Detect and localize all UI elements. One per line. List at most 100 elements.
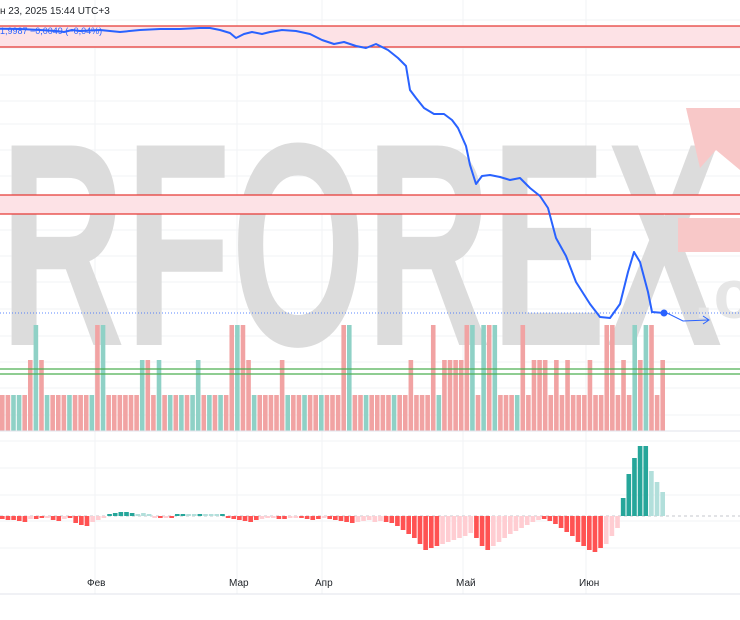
macd-bar bbox=[496, 516, 502, 542]
volume-bar bbox=[134, 395, 139, 431]
macd-bar bbox=[530, 516, 536, 522]
volume-bar bbox=[346, 325, 352, 431]
macd-bar bbox=[141, 513, 146, 516]
macd-bar bbox=[383, 516, 389, 522]
resistance-zone-fill bbox=[0, 26, 740, 47]
volume-bar bbox=[268, 395, 274, 431]
macd-bar bbox=[95, 516, 101, 520]
macd-bar bbox=[270, 516, 276, 518]
macd-bar bbox=[265, 516, 270, 518]
macd-bar bbox=[321, 516, 327, 518]
volume-bar bbox=[643, 325, 649, 431]
macd-bar bbox=[389, 516, 395, 523]
volume-bar bbox=[593, 395, 598, 431]
last-price-marker[interactable] bbox=[660, 309, 668, 317]
macd-bar bbox=[400, 516, 406, 530]
time-axis[interactable]: Фев Мар Апр Май Июн bbox=[87, 578, 599, 589]
volume-bar bbox=[296, 395, 302, 431]
macd-bar bbox=[457, 516, 462, 538]
macd-bar bbox=[378, 516, 383, 521]
macd-bar bbox=[445, 516, 451, 542]
macd-bar bbox=[16, 516, 22, 521]
tick-label-apr: Апр bbox=[315, 578, 333, 589]
price-line[interactable] bbox=[0, 27, 665, 319]
macd-bar bbox=[558, 516, 564, 528]
volume-bar bbox=[576, 395, 582, 431]
volume-bar bbox=[145, 360, 151, 431]
volume-bar bbox=[341, 325, 346, 431]
volume-bar bbox=[615, 395, 621, 431]
macd-bar bbox=[67, 516, 73, 518]
volume-bar bbox=[319, 395, 324, 431]
macd-bar bbox=[282, 516, 287, 519]
macd-bar bbox=[349, 516, 355, 523]
macd-bar bbox=[287, 516, 293, 518]
macd-bar bbox=[33, 516, 39, 519]
volume-bar bbox=[430, 325, 436, 431]
volume-bar bbox=[123, 395, 128, 431]
volume-bar bbox=[33, 325, 39, 431]
volume-bar bbox=[11, 395, 16, 431]
macd-bar bbox=[428, 516, 434, 548]
volume-bar bbox=[503, 395, 509, 431]
tick-label-jun: Июн bbox=[579, 578, 599, 589]
macd-bar bbox=[112, 513, 118, 516]
volume-bar bbox=[167, 395, 173, 431]
macd-bar bbox=[536, 516, 541, 520]
volume-bar bbox=[632, 325, 638, 431]
macd-bar bbox=[637, 446, 643, 516]
volume-bar bbox=[313, 395, 319, 431]
macd-bar bbox=[355, 516, 361, 522]
volume-bar bbox=[649, 325, 654, 431]
macd-bar bbox=[491, 516, 496, 546]
volume-bar bbox=[106, 395, 111, 431]
volume-bar bbox=[447, 360, 453, 431]
support-zone[interactable] bbox=[0, 194, 740, 215]
macd-bar bbox=[417, 516, 423, 544]
macd-bar bbox=[643, 446, 649, 516]
macd-bar bbox=[214, 514, 220, 516]
volume-bar bbox=[352, 395, 358, 431]
macd-bar bbox=[575, 516, 581, 542]
volume-bar bbox=[257, 395, 263, 431]
macd-bar bbox=[513, 516, 519, 531]
macd-bar bbox=[344, 516, 349, 522]
volume-bar bbox=[598, 395, 604, 431]
volume-bar bbox=[654, 395, 660, 431]
volume-bar bbox=[570, 395, 576, 431]
macd-bar bbox=[586, 516, 592, 550]
volume-bar bbox=[0, 395, 5, 431]
macd-bar bbox=[180, 514, 186, 516]
watermark: RFOREX .c bbox=[0, 83, 740, 407]
volume-bar bbox=[111, 395, 117, 431]
macd-bar bbox=[129, 513, 135, 516]
volume-bar bbox=[526, 395, 531, 431]
macd-bar bbox=[163, 516, 169, 518]
macd-histogram bbox=[0, 446, 665, 552]
volume-bar bbox=[195, 360, 201, 431]
macd-bar bbox=[310, 516, 316, 520]
macd-bar bbox=[609, 516, 615, 536]
macd-bar bbox=[118, 512, 124, 516]
volume-bar bbox=[291, 395, 296, 431]
macd-bar bbox=[485, 516, 491, 550]
macd-bar bbox=[231, 516, 237, 519]
macd-bar bbox=[592, 516, 598, 552]
volume-bar bbox=[604, 325, 610, 431]
volume-bar bbox=[621, 360, 626, 431]
macd-bar bbox=[248, 516, 253, 522]
macd-bar bbox=[242, 516, 248, 521]
macd-bar bbox=[90, 516, 95, 522]
macd-bar bbox=[225, 516, 231, 518]
macd-bar bbox=[259, 516, 265, 519]
macd-bar bbox=[237, 516, 242, 520]
volume-bar bbox=[156, 360, 162, 431]
projection-arrow-line[interactable] bbox=[666, 312, 709, 322]
volume-bar bbox=[358, 395, 363, 431]
macd-bar bbox=[423, 516, 428, 550]
volume-bar bbox=[363, 395, 369, 431]
resistance-zone[interactable] bbox=[0, 25, 740, 48]
macd-bar bbox=[434, 516, 440, 546]
